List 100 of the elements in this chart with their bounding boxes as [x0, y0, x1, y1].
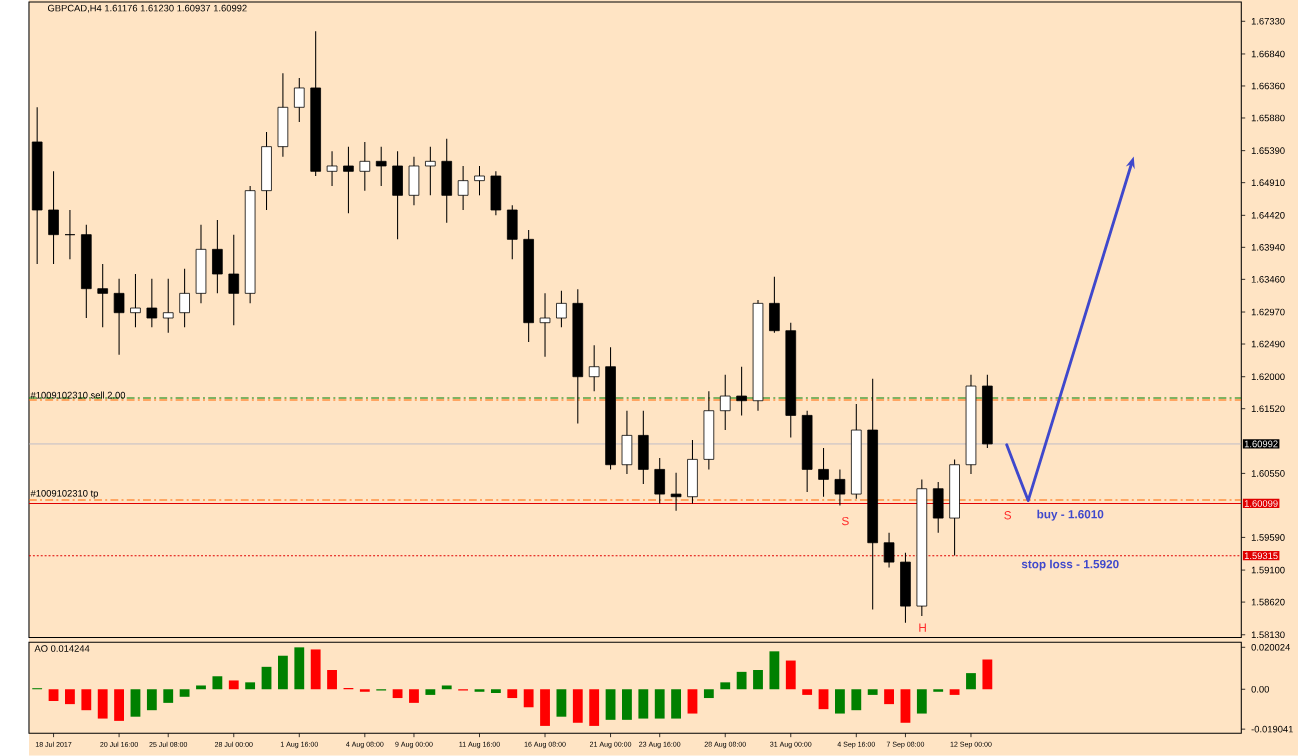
bar — [327, 670, 337, 690]
bar — [179, 689, 190, 697]
bar — [867, 689, 878, 696]
y-tick-label: 1.64910 — [1251, 179, 1285, 187]
bar — [163, 689, 174, 703]
bar — [638, 689, 649, 719]
bar — [196, 685, 206, 690]
chart-title: GBPCAD,H4 1.61176 1.61230 1.60937 1.60992 — [47, 4, 247, 13]
candlestick — [818, 447, 829, 498]
bar — [949, 689, 960, 696]
bar — [441, 685, 452, 690]
candlestick — [719, 374, 731, 431]
bar — [802, 689, 813, 696]
bar — [589, 689, 600, 727]
candlestick — [179, 268, 190, 328]
bar — [97, 689, 108, 719]
y-tick-label: 1.66840 — [1251, 50, 1285, 58]
y-tick-label: -0.019041 — [1251, 725, 1293, 733]
bar — [900, 689, 911, 723]
bar — [310, 649, 321, 690]
candlestick — [97, 263, 108, 328]
ref-line-label: #1009102310 tp — [30, 490, 98, 499]
y-tick-label: 1.63460 — [1251, 276, 1285, 283]
y-tick-label: 1.58620 — [1251, 598, 1285, 606]
bar — [409, 689, 419, 703]
bar — [212, 676, 223, 690]
candlestick — [162, 278, 174, 334]
candlestick — [343, 146, 354, 214]
bar — [916, 689, 927, 714]
bar — [245, 682, 256, 690]
bar — [392, 689, 403, 699]
bar — [753, 670, 763, 690]
candlestick — [326, 150, 338, 187]
candlestick — [293, 77, 305, 123]
annotation: S — [1004, 511, 1012, 520]
annotation: stop loss - 1.5920 — [1021, 559, 1119, 571]
bar — [785, 660, 796, 690]
bar — [884, 689, 894, 705]
bar — [425, 689, 436, 696]
bar — [523, 689, 534, 708]
candlestick — [736, 366, 747, 417]
bar — [605, 689, 616, 720]
ref-line-label: #1009102310 sell 2.00 — [30, 391, 126, 399]
y-tick-label: 1.62490 — [1251, 340, 1285, 348]
candlestick — [474, 165, 485, 196]
candlestick — [130, 273, 141, 328]
bar — [687, 689, 698, 714]
bar — [851, 689, 862, 711]
y-tick-label: 1.58130 — [1251, 631, 1285, 639]
bar — [933, 689, 944, 692]
bar — [228, 680, 239, 690]
candlestick — [588, 344, 600, 393]
y-tick-label: 1.62970 — [1251, 308, 1285, 316]
candlestick — [834, 469, 846, 507]
y-tick-label: 0.020024 — [1251, 644, 1290, 651]
y-tick-label: 1.59590 — [1251, 534, 1285, 541]
annotation: H — [919, 623, 926, 632]
candlestick — [556, 290, 567, 328]
candlestick — [539, 292, 551, 358]
bar — [671, 689, 681, 719]
candlestick — [457, 165, 469, 211]
bar — [359, 689, 370, 692]
bar — [294, 647, 305, 690]
bar — [622, 689, 632, 720]
bar — [572, 689, 583, 723]
ref-line-label: 1.59315 — [1244, 552, 1278, 560]
bar — [114, 689, 124, 722]
candlestick — [883, 532, 895, 569]
bar — [261, 666, 272, 690]
bar — [474, 689, 485, 692]
bar — [146, 689, 157, 711]
candlestick — [375, 146, 387, 187]
chart-title: AO 0.014244 — [34, 645, 90, 652]
bar — [507, 689, 518, 699]
bar — [736, 671, 747, 690]
candlestick — [425, 146, 436, 196]
y-tick-label: 0.00 — [1251, 686, 1269, 693]
bar — [65, 689, 75, 705]
y-tick-label: 1.66360 — [1251, 82, 1285, 90]
y-tick-label: 1.59100 — [1251, 566, 1285, 574]
bar — [818, 689, 829, 710]
bar — [48, 689, 59, 702]
y-tick-label: 1.65880 — [1251, 114, 1285, 122]
bar — [490, 689, 501, 694]
bar — [769, 651, 780, 690]
bar — [277, 655, 288, 690]
bar — [540, 689, 550, 727]
annotation: S — [841, 517, 849, 526]
y-tick-label: 1.62000 — [1251, 373, 1285, 381]
bar — [130, 689, 141, 717]
bar — [982, 659, 993, 690]
candlestick — [359, 141, 371, 192]
bar — [654, 689, 665, 719]
y-tick-label: 1.60550 — [1251, 470, 1285, 477]
y-tick-label: 1.67330 — [1251, 18, 1285, 25]
candlestick — [146, 278, 158, 328]
y-tick-label: 1.61520 — [1251, 405, 1285, 413]
candlestick — [64, 209, 76, 260]
y-tick-label: 1.64420 — [1251, 212, 1285, 219]
candlestick — [228, 234, 240, 326]
